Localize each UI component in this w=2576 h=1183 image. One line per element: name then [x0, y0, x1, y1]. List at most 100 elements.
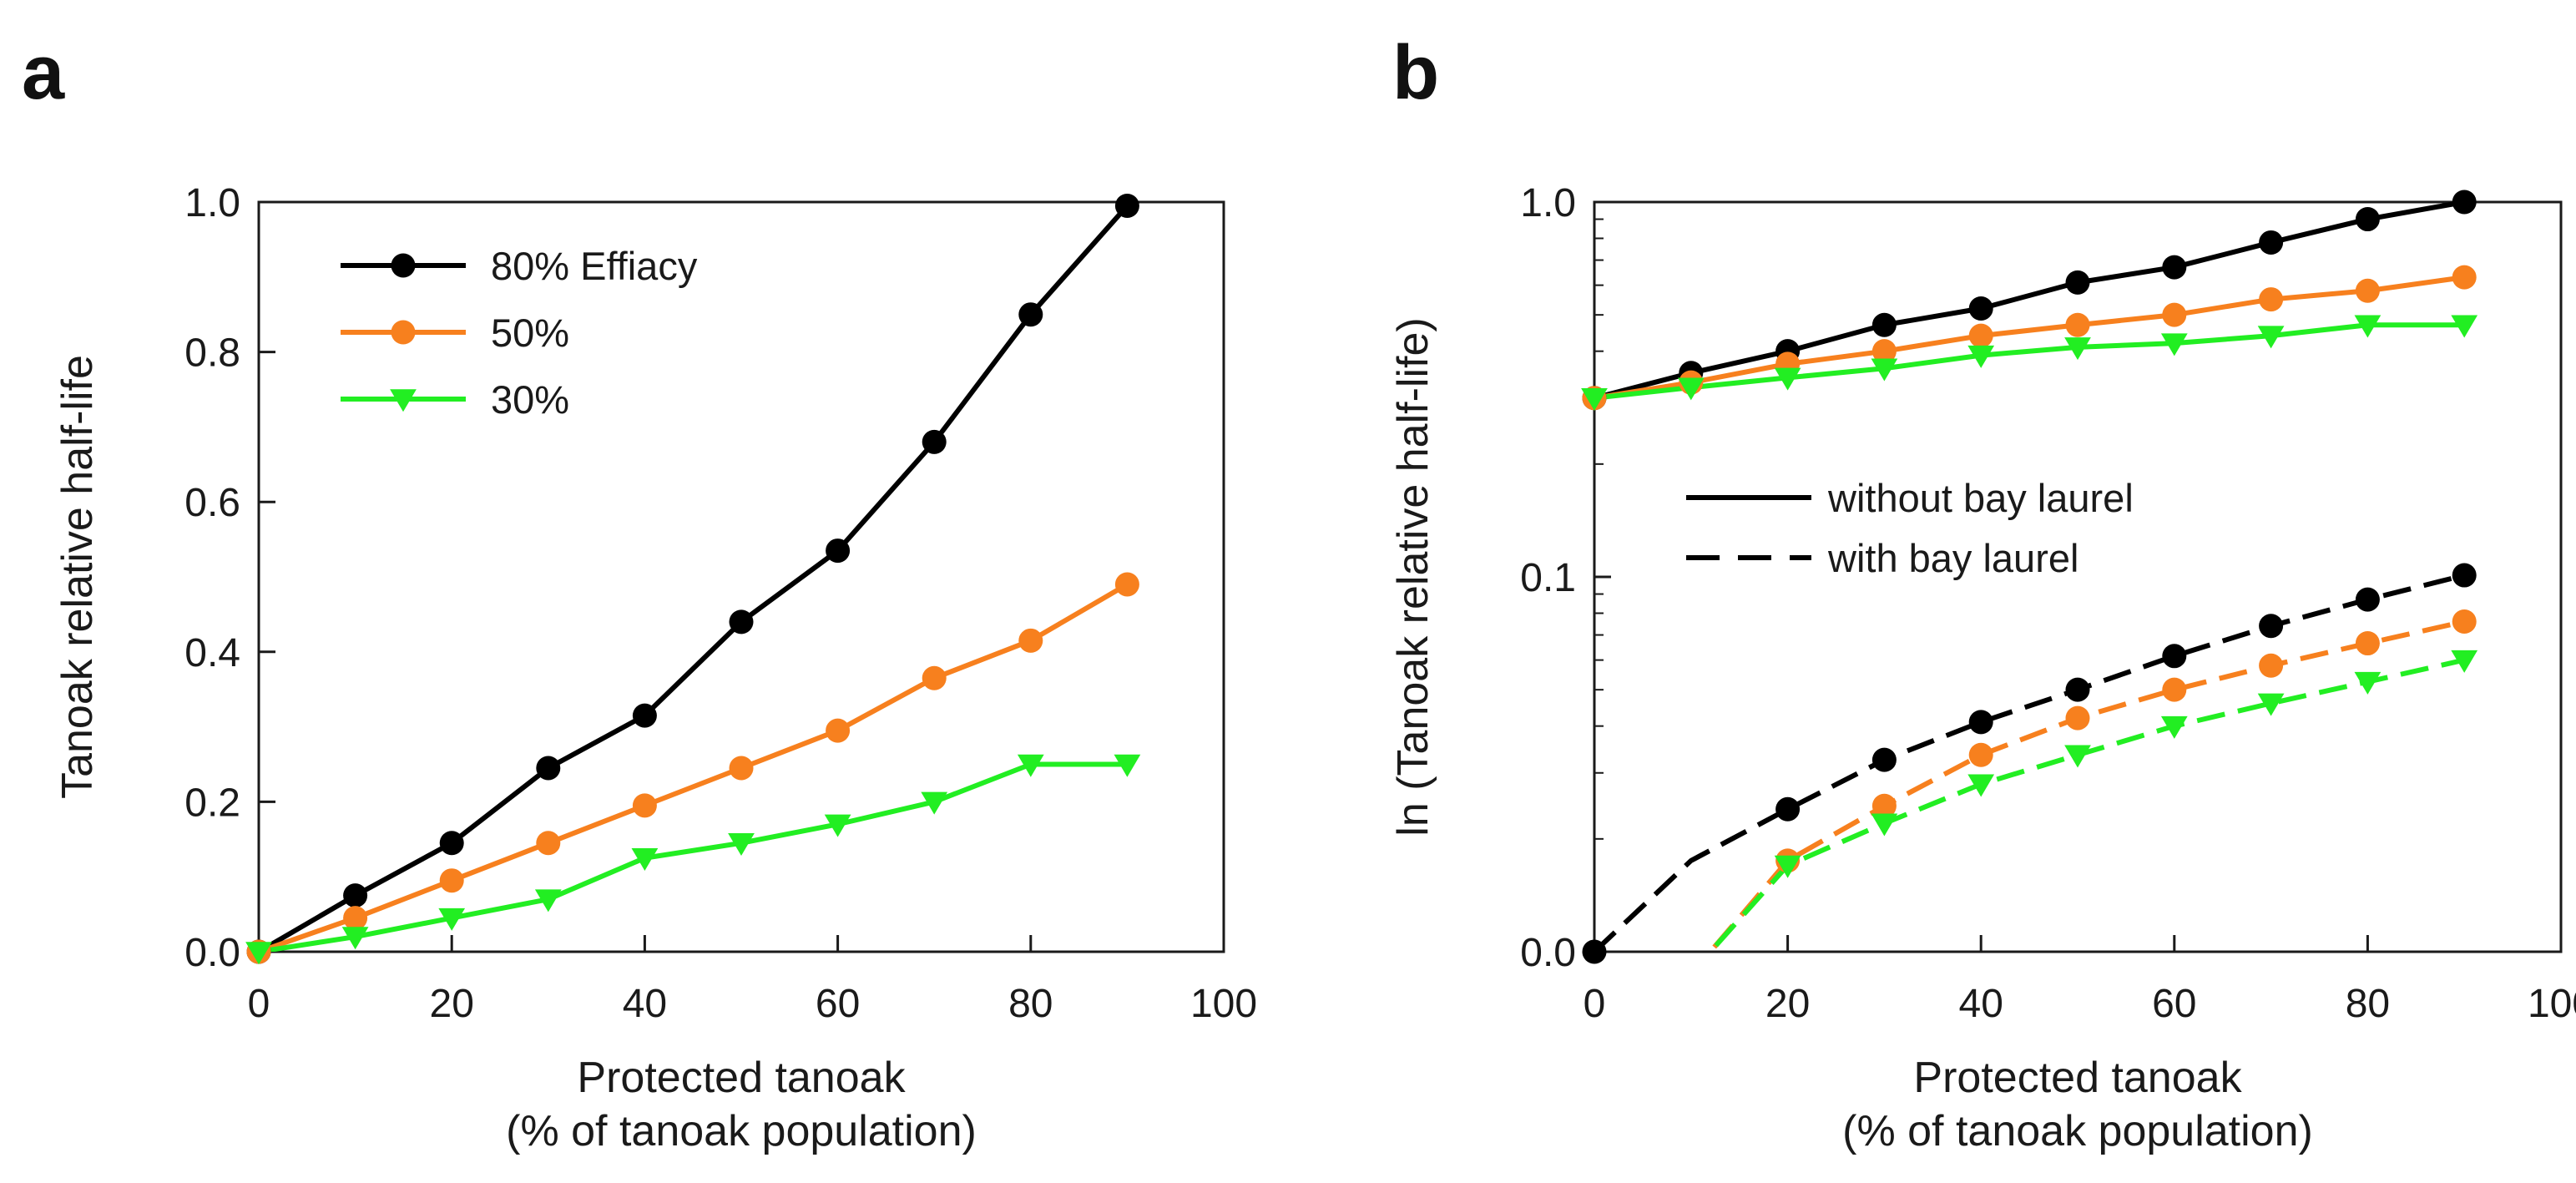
- y-tick-label: 0.0: [184, 931, 240, 975]
- data-point-s4-2: [1871, 793, 1897, 818]
- data-point-s5-1: [1774, 855, 1801, 878]
- legend-label: 80% Effiacy: [491, 244, 698, 288]
- legend-marker: [391, 253, 416, 278]
- data-point-s4-4: [2065, 705, 2090, 731]
- data-point-s0-4: [1968, 296, 1993, 321]
- data-point-s5-8: [2451, 650, 2478, 673]
- series-line-1: [259, 582, 1129, 952]
- data-point-s3-3: [1871, 747, 1897, 772]
- x-tick-label: 20: [1765, 982, 1810, 1026]
- data-point-s0-6: [826, 538, 851, 564]
- panel-letter-a: a: [22, 30, 65, 115]
- data-point-s1-4: [1968, 323, 1993, 348]
- panel-letter-b: b: [1392, 30, 1439, 115]
- data-point-s4-5: [2162, 677, 2187, 702]
- data-point-s0-2: [439, 831, 464, 856]
- data-point-s2-1: [1677, 377, 1705, 401]
- x-tick-label: 80: [2346, 982, 2390, 1026]
- data-point-s1-8: [2355, 278, 2380, 303]
- x-tick-label: 0: [248, 982, 270, 1026]
- series-line-2: [1594, 322, 2465, 401]
- x-axis-sublabel: (% of tanoak population): [1842, 1107, 2313, 1155]
- data-point-s3-0: [1582, 939, 1607, 964]
- data-point-s1-7: [2259, 287, 2284, 312]
- data-point-s1-2: [439, 868, 464, 893]
- x-tick-label: 60: [816, 982, 860, 1026]
- legend-marker: [391, 320, 416, 345]
- series-line-0: [1594, 200, 2465, 401]
- y-tick-label: 0.8: [184, 331, 240, 376]
- data-point-s5-7: [2354, 671, 2382, 695]
- data-point-s5-5: [2160, 715, 2188, 739]
- y-tick-label: 1.0: [184, 181, 240, 225]
- data-point-s0-8: [1018, 302, 1043, 327]
- panel-a-chart: 0 20 40 60 80 100 0.0 0.2 0.4 0.6 0.8 1.0 Protected …: [53, 181, 1257, 1155]
- data-point-s1-7: [922, 665, 947, 690]
- panel-b-chart: 0 20 40 60 80 100 0.0 0.1 1.0 Protected tanoak (% …: [1389, 181, 2576, 1155]
- data-point-s2-3: [1871, 358, 1898, 382]
- data-point-s1-5: [2065, 312, 2090, 337]
- y-axis-label: ln (Tanoak relative half-life): [1389, 317, 1437, 836]
- legend-label: with bay laurel: [1827, 536, 2078, 580]
- data-point-s2-5: [2064, 337, 2091, 361]
- data-point-s5-2: [1871, 813, 1898, 837]
- data-point-s3-5: [2065, 677, 2090, 702]
- y-axis-label: Tanoak relative half-life: [53, 355, 102, 799]
- data-point-s2-9: [2451, 315, 2478, 338]
- legend-label: 50%: [491, 311, 569, 355]
- data-point-s2-8: [1017, 754, 1044, 777]
- series-line-2: [259, 761, 1128, 952]
- data-point-s0-8: [2355, 207, 2380, 232]
- data-point-s5-6: [2257, 693, 2285, 716]
- series-line-1: [1594, 275, 2465, 401]
- legend-label: without bay laurel: [1827, 476, 2134, 520]
- x-tick-label: 40: [1959, 982, 2003, 1026]
- data-point-s0-9: [1114, 193, 1139, 218]
- data-point-s2-9: [1114, 754, 1141, 777]
- data-point-s3-2: [1775, 796, 1801, 822]
- data-point-s5-3: [1967, 774, 1995, 797]
- data-point-s2-1: [341, 927, 369, 950]
- y-tick-label: 0.1: [1520, 556, 1576, 600]
- data-point-s0-1: [343, 883, 368, 908]
- series-line-5: [1706, 657, 2465, 952]
- x-tick-label: 20: [430, 982, 474, 1026]
- data-point-s2-5: [728, 833, 755, 857]
- data-point-s1-4: [632, 793, 657, 818]
- data-point-s0-4: [632, 703, 657, 728]
- data-point-s3-4: [1968, 710, 1993, 735]
- x-tick-label: 80: [1008, 982, 1053, 1026]
- x-tick-label: 100: [1190, 982, 1257, 1026]
- data-point-s0-3: [536, 756, 561, 781]
- data-point-s2-7: [2257, 326, 2285, 349]
- data-point-s1-5: [729, 756, 754, 781]
- data-point-s0-5: [729, 609, 754, 634]
- data-point-s1-3: [1871, 339, 1897, 364]
- data-point-s1-6: [826, 718, 851, 743]
- x-tick-label: 40: [623, 982, 667, 1026]
- data-point-s0-5: [2065, 270, 2090, 295]
- markers-layer: [245, 193, 1141, 965]
- data-point-s1-3: [536, 831, 561, 856]
- data-point-s4-3: [1968, 742, 1993, 767]
- y-tick-label: 0.2: [184, 781, 240, 825]
- data-point-s1-6: [2162, 302, 2187, 327]
- data-point-s0-9: [2452, 190, 2477, 215]
- data-point-s1-9: [1114, 572, 1139, 597]
- data-point-s1-1: [343, 906, 368, 931]
- data-point-s2-2: [438, 907, 466, 931]
- x-tick-label: 60: [2152, 982, 2196, 1026]
- y-tick-label: 0.0: [1520, 931, 1576, 975]
- data-point-s0-7: [2259, 230, 2284, 255]
- data-point-s3-8: [2355, 587, 2380, 612]
- data-point-s2-4: [1967, 345, 1995, 368]
- data-point-s3-6: [2162, 644, 2187, 669]
- series-line-3: [1594, 573, 2465, 952]
- legend-label: 30%: [491, 377, 569, 422]
- markers-layer: [1581, 190, 2478, 964]
- series-line-0: [259, 204, 1129, 952]
- data-point-s2-2: [1774, 367, 1801, 391]
- x-axis-label: Protected tanoak: [577, 1054, 906, 1102]
